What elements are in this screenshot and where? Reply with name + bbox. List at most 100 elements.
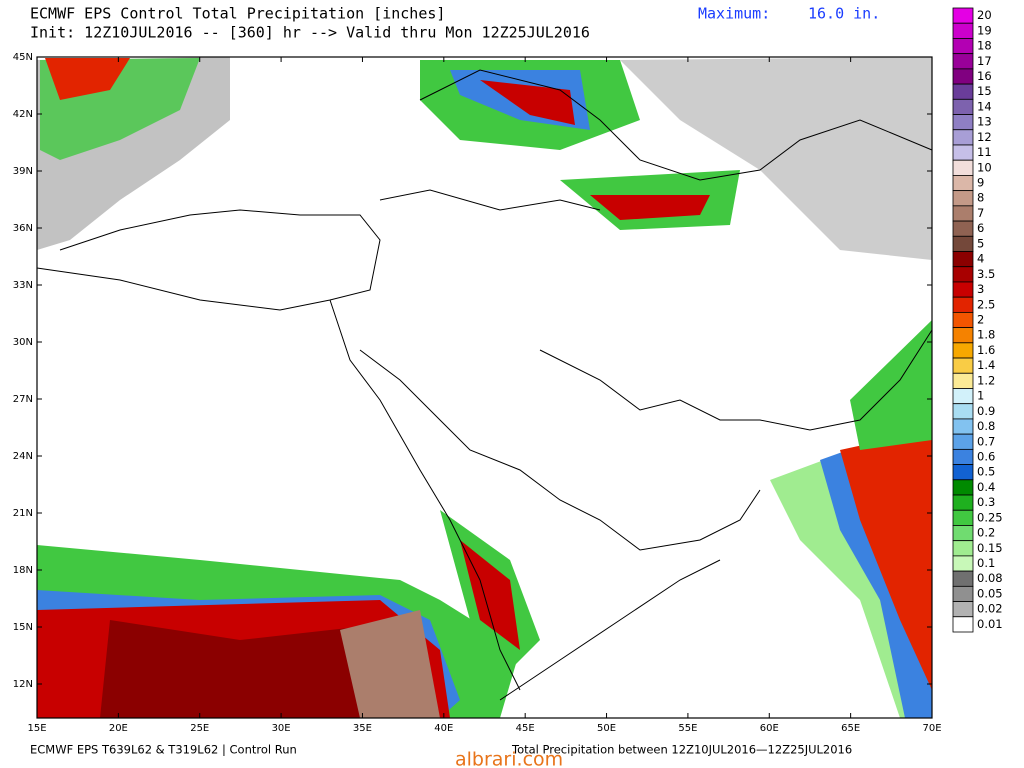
lat-label: 39N [13, 166, 33, 177]
lat-label: 42N [13, 109, 33, 120]
colorbar-label: 19 [977, 23, 992, 37]
watermark: albrari.com [455, 749, 563, 768]
lon-label: 40E [434, 723, 453, 734]
map-frame [36, 56, 933, 719]
colorbar-label: 7 [977, 206, 984, 220]
colorbar-box [952, 311, 974, 329]
lat-label: 24N [13, 451, 33, 462]
colorbar-label: 1.2 [977, 373, 995, 387]
lon-label: 35E [353, 723, 372, 734]
lat-label: 27N [13, 394, 33, 405]
colorbar-label: 5 [977, 236, 984, 250]
colorbar-box [952, 266, 974, 283]
lon-label: 15E [27, 723, 46, 734]
lat-label: 18N [13, 565, 33, 576]
colorbar-label: 9 [977, 176, 984, 190]
colorbar-box [952, 98, 974, 115]
lat-label: 45N [13, 52, 33, 63]
colorbar-box [952, 281, 974, 298]
lon-label: 30E [272, 723, 291, 734]
lat-label: 15N [13, 622, 33, 633]
colorbar-box [952, 585, 974, 602]
colorbar-label: 17 [977, 54, 992, 68]
colorbar-box [952, 38, 974, 55]
colorbar-label: 11 [977, 145, 992, 159]
colorbar-label: 2.5 [977, 297, 995, 311]
colorbar-box [952, 129, 974, 146]
colorbar-box [952, 555, 974, 572]
lon-label: 60E [760, 723, 779, 734]
colorbar-label: 0.15 [977, 541, 1003, 555]
colorbar-box [952, 342, 974, 359]
lon-label: 50E [597, 723, 616, 734]
colorbar-label: 0.01 [977, 617, 1003, 631]
lat-label: 36N [13, 223, 33, 234]
colorbar-box [952, 190, 974, 207]
colorbar-label: 8 [977, 191, 984, 205]
colorbar-box [952, 22, 974, 39]
colorbar-label: 0.9 [977, 404, 995, 418]
colorbar-label: 20 [977, 8, 992, 22]
colorbar-label: 0.5 [977, 465, 995, 479]
colorbar-box [952, 144, 974, 161]
colorbar-box [952, 205, 974, 222]
subtitle: Init: 12Z10JUL2016 -- [360] hr --> Valid… [30, 24, 590, 42]
colorbar-box [952, 235, 974, 252]
colorbar-label: 0.2 [977, 526, 995, 540]
colorbar-label: 1 [977, 389, 984, 403]
colorbar-box [952, 616, 974, 633]
lat-label: 30N [13, 337, 33, 348]
colorbar-box [952, 372, 974, 389]
maximum-label: Maximum: [698, 5, 770, 23]
lat-label: 12N [13, 679, 33, 690]
colorbar-box [952, 509, 974, 526]
colorbar-box [952, 296, 974, 313]
colorbar-box [952, 525, 974, 542]
colorbar-label: 0.02 [977, 602, 1003, 616]
colorbar-box [952, 220, 974, 237]
lon-label: 20E [109, 723, 128, 734]
lat-label: 33N [13, 280, 33, 291]
colorbar-label: 14 [977, 99, 992, 113]
title: ECMWF EPS Control Total Precipitation [i… [30, 5, 445, 23]
lon-label: 55E [678, 723, 697, 734]
colorbar-box [952, 83, 974, 100]
lat-label: 21N [13, 508, 33, 519]
colorbar-box [952, 418, 974, 435]
colorbar-box [952, 251, 974, 268]
colorbar-label: 10 [977, 160, 992, 174]
colorbar-box [952, 68, 974, 85]
colorbar-box [952, 7, 974, 24]
colorbar-label: 1.6 [977, 343, 995, 357]
colorbar-box [952, 357, 974, 374]
colorbar-box [952, 494, 974, 511]
colorbar-label: 0.1 [977, 556, 995, 570]
colorbar-label: 18 [977, 39, 992, 53]
lon-label: 45E [516, 723, 535, 734]
colorbar-box [952, 448, 974, 465]
colorbar-label: 0.05 [977, 586, 1003, 600]
colorbar-label: 3.5 [977, 267, 995, 281]
lon-label: 65E [841, 723, 860, 734]
colorbar-label: 0.6 [977, 449, 995, 463]
colorbar-box [952, 479, 974, 496]
colorbar-box [952, 433, 974, 450]
colorbar-label: 4 [977, 252, 984, 266]
colorbar-label: 0.08 [977, 571, 1003, 585]
colorbar-label: 1.4 [977, 358, 995, 372]
lon-label: 25E [190, 723, 209, 734]
colorbar-box [952, 540, 974, 557]
colorbar-label: 1.8 [977, 328, 995, 342]
colorbar-box [952, 114, 974, 131]
footer-left: ECMWF EPS T639L62 & T319L62 | Control Ru… [30, 743, 297, 757]
colorbar-box [952, 327, 974, 344]
colorbar-label: 0.3 [977, 495, 995, 509]
colorbar-label: 0.25 [977, 510, 1003, 524]
colorbar-label: 12 [977, 130, 992, 144]
colorbar-label: 13 [977, 115, 992, 129]
colorbar-label: 6 [977, 221, 984, 235]
colorbar-box [952, 464, 974, 481]
colorbar-label: 0.7 [977, 434, 995, 448]
